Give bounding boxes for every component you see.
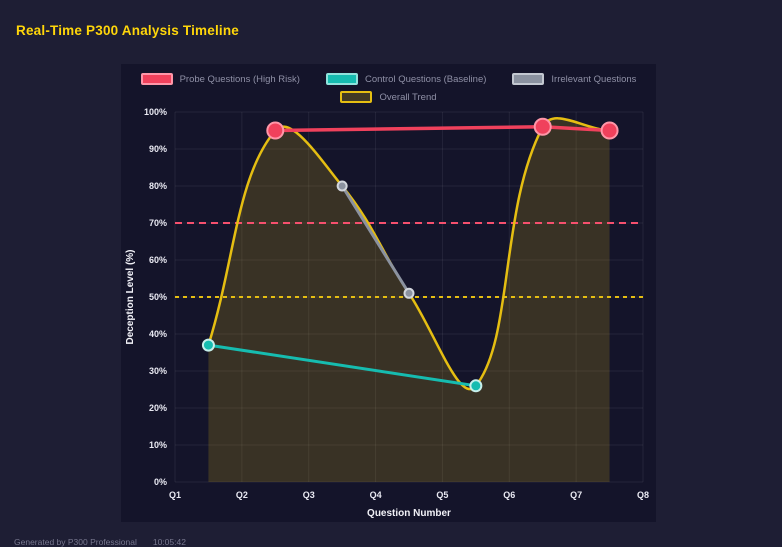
legend-label: Control Questions (Baseline)	[364, 73, 487, 85]
svg-text:20%: 20%	[149, 403, 167, 413]
svg-text:Q7: Q7	[570, 490, 582, 500]
svg-text:Q6: Q6	[503, 490, 515, 500]
svg-text:30%: 30%	[149, 366, 167, 376]
svg-text:Question Number: Question Number	[367, 508, 451, 519]
page-title: Real-Time P300 Analysis Timeline	[16, 23, 240, 38]
svg-text:50%: 50%	[149, 292, 167, 302]
legend-label: Probe Questions (High Risk)	[179, 73, 300, 85]
svg-text:Q5: Q5	[436, 490, 448, 500]
legend-row-1: Probe Questions (High Risk) Control Quest…	[121, 73, 656, 85]
footer-time: 10:05:42	[152, 537, 186, 547]
svg-text:Q4: Q4	[370, 490, 382, 500]
legend-swatch-icon	[340, 91, 373, 103]
svg-text:Q8: Q8	[637, 490, 649, 500]
chart-panel: Probe Questions (High Risk) Control Quest…	[121, 64, 656, 522]
legend-swatch-icon	[512, 73, 545, 85]
legend-item-1[interactable]: Probe Questions (High Risk)	[140, 73, 300, 85]
legend-swatch-icon	[325, 73, 358, 85]
legend-item-3[interactable]: Irrelevant Questions	[512, 73, 636, 85]
chart-svg: Q1 Q2 Q3 Q4 Q5 Q6 Q7 Q8 0% 10% 20% 30% 40% 50% 60% 70% 8…	[125, 107, 649, 519]
svg-text:Q1: Q1	[169, 490, 181, 500]
footer-generator: Generated by P300 Professional	[14, 537, 137, 547]
svg-text:60%: 60%	[149, 255, 167, 265]
svg-text:Q3: Q3	[303, 490, 315, 500]
legend-label: Overall Trend	[379, 91, 437, 103]
svg-text:70%: 70%	[149, 218, 167, 228]
svg-text:10%: 10%	[149, 440, 167, 450]
svg-text:Q2: Q2	[236, 490, 248, 500]
svg-text:100%: 100%	[144, 107, 167, 117]
legend-item-4[interactable]: Overall Trend	[340, 91, 437, 103]
svg-text:90%: 90%	[149, 144, 167, 154]
svg-text:40%: 40%	[149, 329, 167, 339]
legend-row-2: Overall Trend	[121, 91, 656, 103]
legend-swatch-icon	[140, 73, 173, 85]
legend-item-2[interactable]: Control Questions (Baseline)	[325, 73, 487, 85]
svg-text:Deception Level (%): Deception Level (%)	[125, 249, 136, 344]
legend-label: Irrelevant Questions	[551, 73, 637, 85]
footer-text: Generated by P300 Professional 10:05:42	[14, 537, 186, 547]
svg-text:80%: 80%	[149, 181, 167, 191]
svg-text:0%: 0%	[154, 477, 167, 487]
